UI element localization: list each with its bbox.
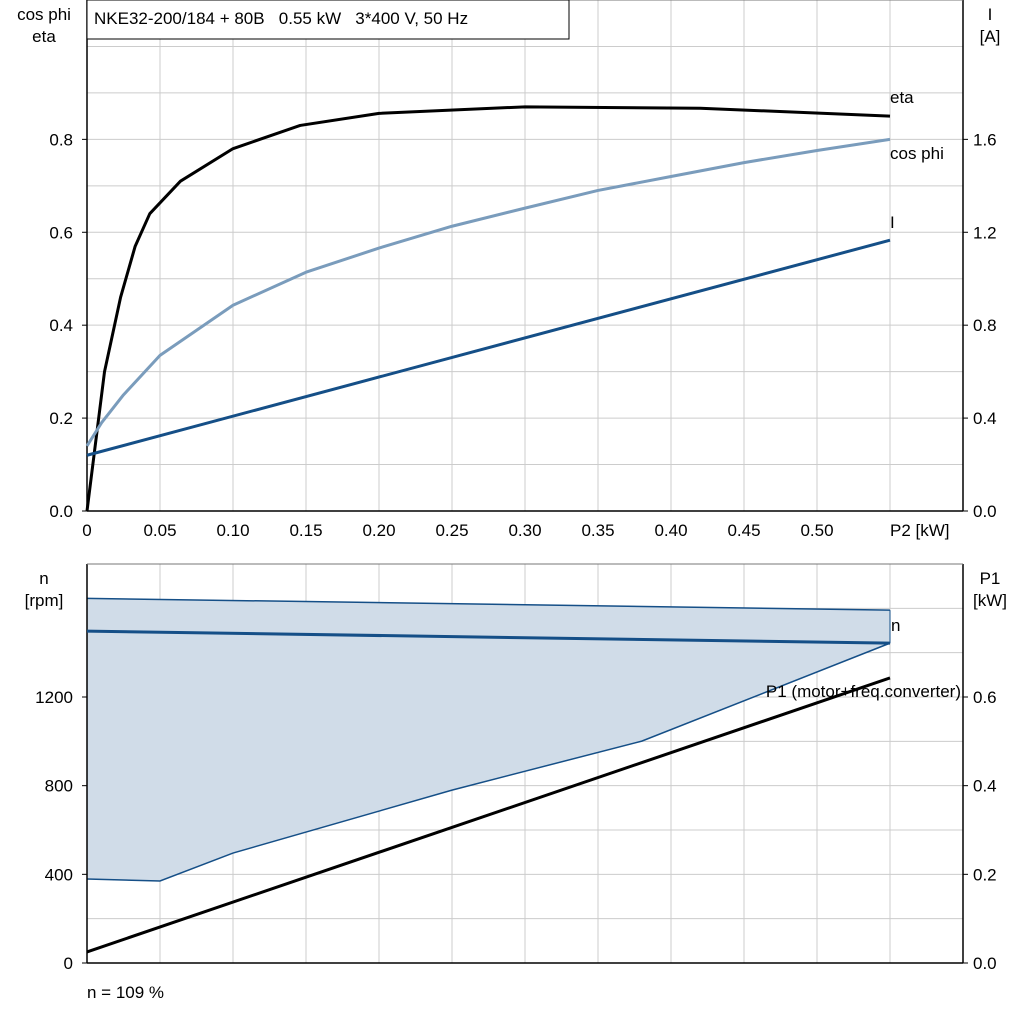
y2-tick-label: 0.0 xyxy=(973,502,997,521)
y-axis-label: n xyxy=(39,569,48,588)
footer-note: n = 109 % xyxy=(87,983,164,1002)
series-line-i xyxy=(86,238,891,457)
series-label-n: n xyxy=(891,616,900,635)
y2-tick-label: 0.4 xyxy=(973,777,997,796)
y-tick-label: 0.4 xyxy=(49,316,73,335)
y-tick-label: 0.2 xyxy=(49,409,73,428)
series-label-i: I xyxy=(890,213,895,232)
chart-title: NKE32-200/184 + 80B 0.55 kW 3*400 V, 50 … xyxy=(94,9,468,28)
y2-axis-label: [A] xyxy=(980,27,1001,46)
y2-axis-label: I xyxy=(988,5,993,24)
y2-tick-label: 0.2 xyxy=(973,865,997,884)
y2-tick-label: 1.6 xyxy=(973,130,997,149)
y-tick-label: 0.8 xyxy=(49,130,73,149)
x-tick-label: 0.15 xyxy=(289,521,322,540)
speed-range-band xyxy=(87,598,890,881)
series-line-eta xyxy=(85,105,891,512)
series-line-cos_phi xyxy=(85,137,891,447)
y2-tick-label: 0.0 xyxy=(973,954,997,973)
y-tick-label: 800 xyxy=(45,777,73,796)
x-axis-label: P2 [kW] xyxy=(890,521,950,540)
series-label-p1: P1 (motor+freq.converter) xyxy=(766,682,961,701)
y-tick-label: 0 xyxy=(64,954,73,973)
x-tick-label: 0.30 xyxy=(508,521,541,540)
series-line-n xyxy=(86,629,891,645)
y-axis-label: [rpm] xyxy=(25,591,64,610)
y2-tick-label: 0.8 xyxy=(973,316,997,335)
x-tick-label: 0 xyxy=(82,521,91,540)
y-tick-label: 1200 xyxy=(35,688,73,707)
x-tick-label: 0.50 xyxy=(800,521,833,540)
x-tick-label: 0.25 xyxy=(435,521,468,540)
y-axis-label: eta xyxy=(32,27,56,46)
y2-axis-label: P1 xyxy=(980,569,1001,588)
y-axis-label: cos phi xyxy=(17,5,71,24)
band-lower-edge xyxy=(86,642,891,882)
series-line-p1 xyxy=(86,676,891,954)
title-box xyxy=(86,0,570,40)
x-tick-label: 0.40 xyxy=(654,521,687,540)
x-tick-label: 0.35 xyxy=(581,521,614,540)
y2-tick-label: 0.6 xyxy=(973,688,997,707)
x-tick-label: 0.45 xyxy=(727,521,760,540)
y2-tick-label: 1.2 xyxy=(973,223,997,242)
y2-axis-label: [kW] xyxy=(973,591,1007,610)
series-label-cos_phi: cos phi xyxy=(890,144,944,163)
band-upper-edge xyxy=(86,597,891,611)
x-tick-label: 0.10 xyxy=(216,521,249,540)
x-tick-label: 0.05 xyxy=(143,521,176,540)
y-tick-label: 400 xyxy=(45,865,73,884)
y-tick-label: 0.6 xyxy=(49,223,73,242)
y-tick-label: 0.0 xyxy=(49,502,73,521)
series-label-eta: eta xyxy=(890,88,914,107)
y2-tick-label: 0.4 xyxy=(973,409,997,428)
x-tick-label: 0.20 xyxy=(362,521,395,540)
